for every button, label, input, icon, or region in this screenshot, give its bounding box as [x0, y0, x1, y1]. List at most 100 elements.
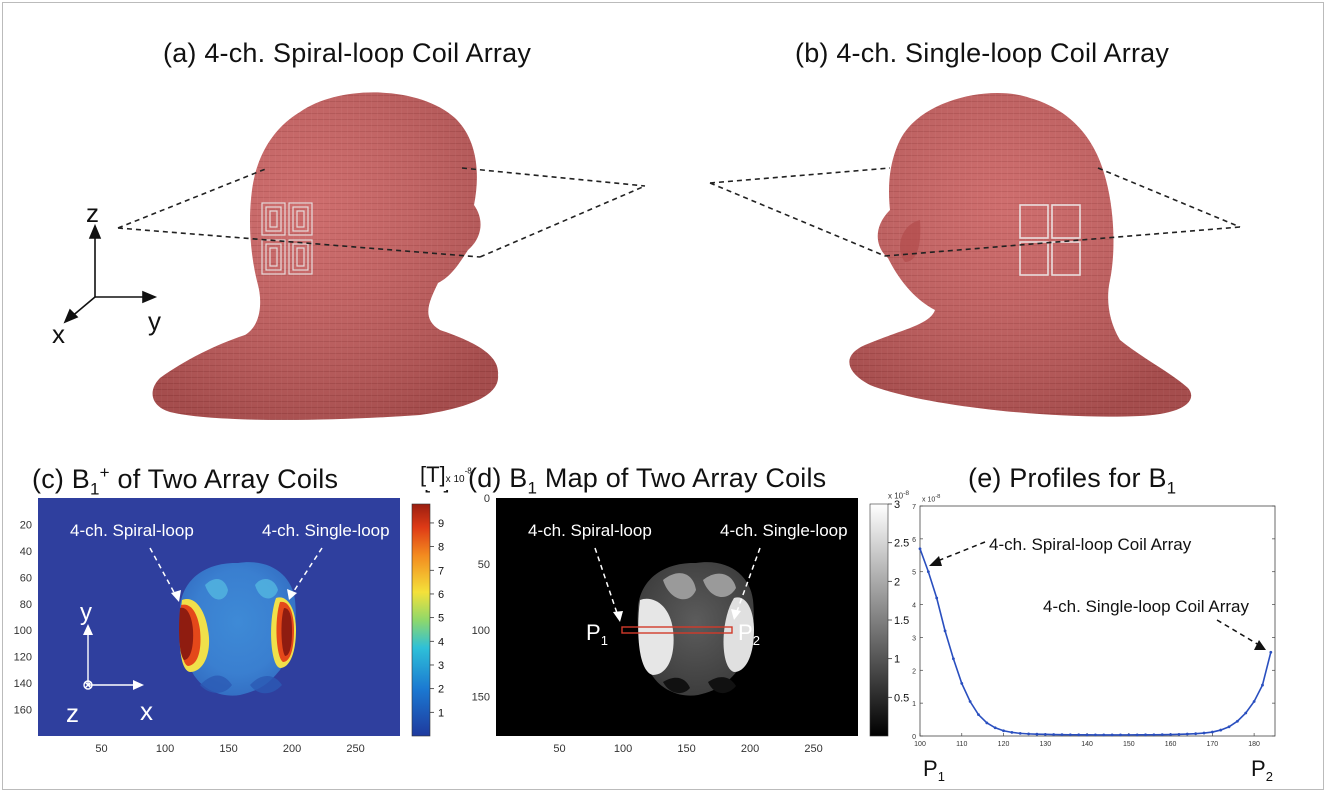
panel-e-point [1002, 729, 1005, 733]
panel-e-xtick: 140 [1081, 741, 1093, 748]
panel-d-ytick: 150 [472, 691, 490, 703]
panel-b-label: (b) [795, 38, 837, 68]
panel-c-xtick: 200 [283, 743, 301, 755]
panel-c-ytick: 20 [20, 519, 32, 531]
colorbar-d-tick-label: 1.5 [894, 615, 909, 627]
panel-e-xtick: 150 [1123, 741, 1135, 748]
panel-e-point [1185, 732, 1189, 736]
colorbar-c-tick-label: 4 [438, 636, 444, 648]
panel-c-xticks: 50 100 150 200 250 [95, 743, 364, 755]
panel-a-title-text: 4-ch. Spiral-loop Coil Array [204, 38, 532, 68]
colorbar-d-tick-label: 2 [894, 576, 900, 588]
panel-e-point [1202, 731, 1206, 735]
panel-b-title: (b) 4-ch. Single-loop Coil Array [795, 38, 1169, 69]
panel-e-point [1160, 733, 1164, 737]
panel-e-xtick: 180 [1248, 741, 1260, 748]
panel-d-p1: P1 [586, 620, 608, 648]
panel-d-p2-sub: 2 [753, 633, 760, 648]
panel-c-ytick: 120 [14, 652, 32, 664]
colorbar-c [411, 503, 431, 737]
panel-e-xtick: 130 [1039, 741, 1051, 748]
head-model-b [849, 93, 1192, 417]
panel-e-exp: x 10 [922, 496, 936, 504]
panel-e-point [952, 657, 955, 661]
panel-e-plot-area [919, 505, 1276, 737]
panel-d-title-text: Map of Two Array Coils [537, 463, 827, 493]
panel-e-point [1110, 733, 1114, 737]
panel-e-point [1194, 732, 1198, 736]
panel-d-arrowhead-1 [613, 611, 623, 622]
panel-c-title: (c) B1+ of Two Array Coils [32, 463, 338, 499]
panel-d-single-label: 4-ch. Single-loop [720, 521, 848, 540]
head-model-a [152, 92, 499, 420]
panel-e-p2-letter: P [1251, 756, 1266, 781]
panel-e-point [1210, 730, 1214, 734]
panel-e-point [1010, 730, 1014, 734]
panel-c-axis-y: y [80, 599, 92, 626]
panel-e-xtick: 160 [1165, 741, 1177, 748]
panel-d-arrowhead-2 [731, 609, 741, 620]
panel-c-xtick: 250 [346, 743, 364, 755]
panel-c-unit: [T] [424, 490, 450, 493]
panel-c-label: (c) B [32, 464, 90, 494]
colorbar-d [869, 503, 889, 737]
panel-c-single-label: 4-ch. Single-loop [262, 521, 390, 540]
panel-e-ytick: 4 [912, 603, 916, 610]
panel-d-ytick: 0 [484, 493, 490, 505]
colorbar-c-tick-label: 8 [438, 542, 444, 554]
panel-c-spiral-label: 4-ch. Spiral-loop [70, 521, 194, 540]
panel-c-axes-icon [83, 630, 138, 690]
colorbar-c-tick-label: 1 [438, 707, 444, 719]
panel-e-xtick: 120 [998, 741, 1010, 748]
panel-e-point [1144, 733, 1147, 737]
colorbar-d-tick-label: 1 [894, 654, 900, 666]
panel-c-axis-x: x [140, 696, 153, 726]
panel-e-point [1102, 733, 1106, 737]
panel-e-point [1177, 732, 1181, 736]
panel-c-xtick: 150 [219, 743, 237, 755]
panel-e-point [1077, 733, 1081, 737]
panel-c-ytick: 40 [20, 546, 32, 558]
panel-e-point [1219, 728, 1223, 732]
panel-c-arrowhead-2 [287, 589, 297, 600]
panel-d-arrows [594, 547, 761, 617]
panel-e-p1-letter: P [923, 756, 938, 781]
panel-e-point [1127, 733, 1131, 737]
panel-e-point [1244, 711, 1248, 715]
dashed-guide-b [709, 167, 1241, 257]
panel-e-point [960, 682, 964, 685]
panel-e-p2: P2 [1251, 756, 1273, 784]
panel-e-arrows [934, 541, 1260, 646]
panel-c-title-text: of Two Array Coils [109, 464, 339, 494]
panel-e-xtick: 110 [956, 741, 967, 748]
panel-c-sup: + [99, 463, 110, 482]
panel-e-point [1252, 700, 1256, 703]
panel-d-ytick: 50 [478, 559, 490, 571]
panel-c-exponent-power: -8 [464, 466, 472, 476]
panel-e-p1-sub: 1 [938, 769, 945, 784]
panel-e-xtick: 170 [1207, 741, 1219, 748]
panel-e-point [1043, 732, 1047, 736]
panel-e: 0 1 2 3 4 5 6 7 100 110 120 130 140 150 160 170 180 4-c… [912, 504, 1276, 784]
panel-e-point [1027, 732, 1030, 736]
panel-d-p1-sub: 1 [601, 633, 608, 648]
panel-e-ytick: 7 [912, 504, 916, 511]
panel-e-p2-sub: 2 [1266, 769, 1273, 784]
panel-e-p1: P1 [923, 756, 945, 784]
panel-d-xtick: 200 [741, 743, 759, 755]
axis-x-label: x [52, 319, 65, 349]
panel-e-point [1236, 719, 1239, 723]
panel-e-label: (e) Profiles for B [968, 463, 1167, 493]
xyz-axes-icon [63, 223, 158, 324]
panel-c-y-arrowhead [83, 624, 93, 635]
panel-e-point [1227, 725, 1231, 729]
panel-c-axis-z: z [66, 698, 79, 728]
panel-e-exp-power: -8 [935, 494, 941, 500]
panel-e-point [968, 700, 972, 703]
panel-d-p2: P2 [738, 620, 760, 648]
panel-e-point [1152, 733, 1156, 737]
panel-e-point [1018, 731, 1022, 735]
panel-e-point [1261, 683, 1264, 687]
panel-e-annotation-spiral: 4-ch. Spiral-loop Coil Array [989, 535, 1192, 554]
dashed-guide-a [117, 167, 646, 258]
